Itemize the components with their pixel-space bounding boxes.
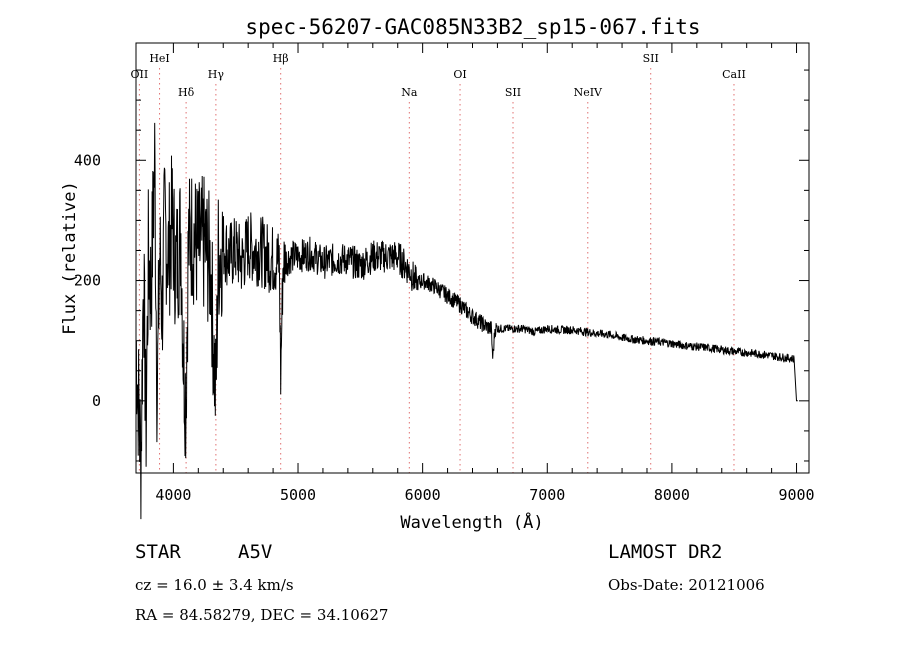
spectrum-line xyxy=(135,122,798,520)
redshift-value: cz = 16.0 ± 3.4 km/s xyxy=(135,576,294,594)
coordinates: RA = 84.58279, DEC = 34.10627 xyxy=(135,606,388,624)
x-tick-label: 9000 xyxy=(778,486,814,504)
y-tick-label: 0 xyxy=(92,392,101,410)
spectral-subclass: A5V xyxy=(238,541,272,563)
x-tick-label: 8000 xyxy=(654,486,690,504)
observation-date: Obs-Date: 20121006 xyxy=(608,576,765,594)
spectral-line-label: SII xyxy=(643,52,659,65)
x-tick-label: 4000 xyxy=(155,486,191,504)
spectral-line-label: Hγ xyxy=(208,68,225,81)
spectral-line-label: Hβ xyxy=(273,52,289,65)
spectral-line-label: Hδ xyxy=(178,86,195,99)
plot-frame xyxy=(135,42,810,474)
y-tick-label: 400 xyxy=(74,151,101,169)
object-class: STAR xyxy=(135,541,181,563)
survey-name: LAMOST DR2 xyxy=(608,541,722,563)
spectral-line-label: Na xyxy=(401,86,418,99)
y-tick-label: 200 xyxy=(74,272,101,290)
spectral-line-label: OII xyxy=(131,68,149,81)
chart-title: spec-56207-GAC085N33B2_sp15-067.fits xyxy=(245,15,700,39)
spectral-line-label: HeI xyxy=(149,52,169,65)
x-tick-label: 7000 xyxy=(529,486,565,504)
x-tick-label: 5000 xyxy=(280,486,316,504)
spectral-line-label: SII xyxy=(505,86,521,99)
x-axis-label: Wavelength (Å) xyxy=(400,511,543,533)
spectral-line-label: CaII xyxy=(722,68,746,81)
spectral-line-label: NeIV xyxy=(574,86,603,99)
spectral-line-label: OI xyxy=(453,68,466,81)
axis-ticks: 4000 5000 6000 7000 8000 9000 0 200 400 xyxy=(74,43,815,504)
x-tick-label: 6000 xyxy=(405,486,441,504)
y-axis-label: Flux (relative) xyxy=(60,181,80,335)
